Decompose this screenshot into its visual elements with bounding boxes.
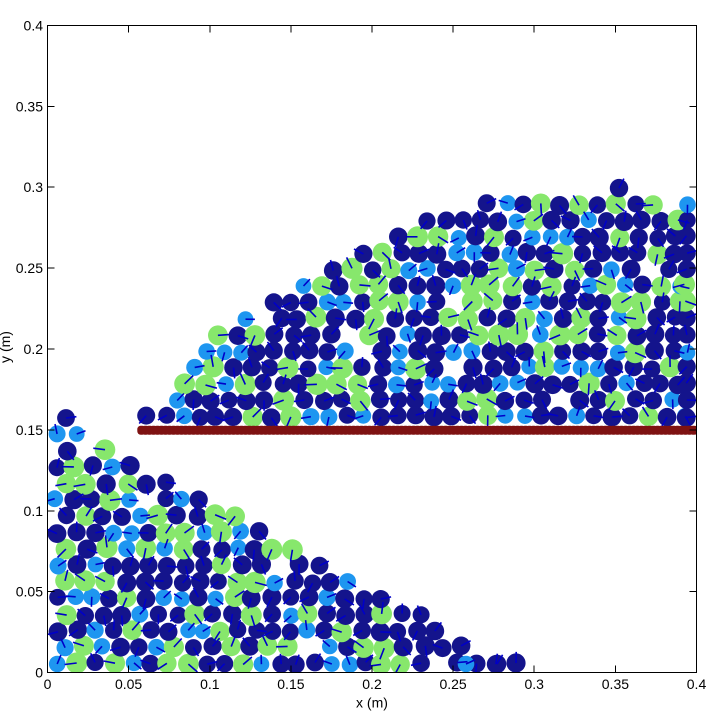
- svg-text:x (m): x (m): [356, 695, 388, 711]
- svg-text:0.1: 0.1: [24, 503, 44, 519]
- svg-text:0.05: 0.05: [115, 676, 142, 692]
- svg-text:0.2: 0.2: [362, 676, 382, 692]
- svg-text:0.3: 0.3: [24, 179, 44, 195]
- svg-text:0.35: 0.35: [602, 676, 629, 692]
- svg-text:0.3: 0.3: [524, 676, 544, 692]
- svg-text:0.2: 0.2: [24, 341, 44, 357]
- svg-text:0: 0: [35, 665, 43, 681]
- svg-text:0.15: 0.15: [16, 422, 43, 438]
- svg-text:0.05: 0.05: [16, 584, 43, 600]
- svg-text:0.25: 0.25: [439, 676, 466, 692]
- svg-text:y (m): y (m): [0, 331, 13, 363]
- svg-text:0.25: 0.25: [16, 260, 43, 276]
- svg-text:0.35: 0.35: [16, 98, 43, 114]
- svg-text:0.4: 0.4: [24, 18, 44, 34]
- svg-text:0.15: 0.15: [277, 676, 304, 692]
- svg-text:0.1: 0.1: [200, 676, 220, 692]
- svg-text:0: 0: [44, 676, 52, 692]
- svg-text:0.4: 0.4: [687, 676, 707, 692]
